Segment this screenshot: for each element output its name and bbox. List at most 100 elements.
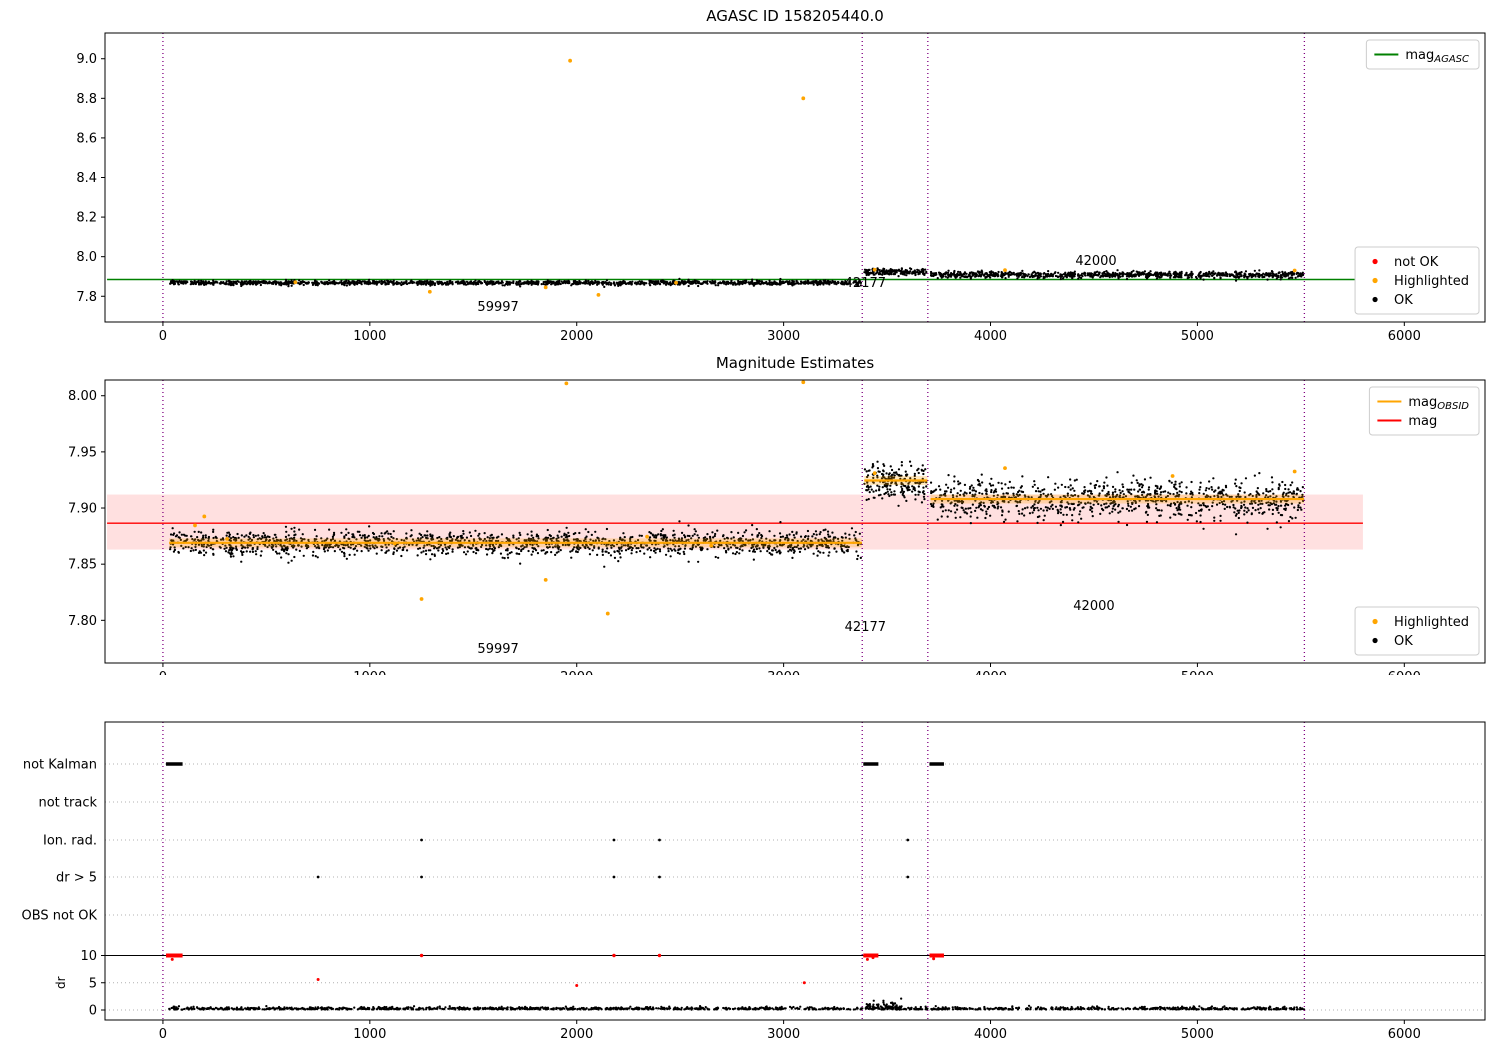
magnitude-estimates-plot: 0 1000 2000 3000 4000 5000 6000 7.80 7.85 7.90 7.9… bbox=[68, 354, 1486, 675]
x-tick-label: 1000 bbox=[353, 329, 386, 344]
flag-point-ion_rad bbox=[906, 838, 910, 842]
dr-tick-label: 0 bbox=[89, 1004, 97, 1019]
highlighted-point bbox=[202, 514, 207, 519]
dr-tick-label: 5 bbox=[89, 976, 97, 991]
legend-box bbox=[1354, 246, 1480, 315]
y-tick-label: 7.85 bbox=[68, 558, 97, 573]
x-tick-label: 5000 bbox=[1181, 1027, 1214, 1042]
flag-point-dr_gt_5 bbox=[420, 875, 423, 879]
legend-label: Highlighted bbox=[1394, 274, 1469, 289]
highlighted-point bbox=[872, 267, 877, 272]
x-tick-label: 6000 bbox=[1388, 329, 1421, 344]
flag-point-ion_rad bbox=[612, 838, 616, 842]
highlighted-point bbox=[709, 543, 714, 548]
highlighted-point bbox=[293, 280, 298, 285]
x-tick-label: 1000 bbox=[353, 1027, 386, 1042]
flag-point-dr_gt_5 bbox=[906, 875, 910, 879]
highlighted-point bbox=[392, 541, 397, 546]
y-tick-label: 9.0 bbox=[76, 52, 97, 67]
flag-row-label: not track bbox=[38, 796, 97, 811]
flag-point-dr_gt_5 bbox=[316, 875, 320, 879]
dr-clipped-point bbox=[612, 953, 616, 958]
x-tick-label: 3000 bbox=[767, 670, 800, 675]
legend-label: OK bbox=[1394, 293, 1413, 308]
flag-point-dr_gt_5 bbox=[658, 875, 661, 879]
y-tick-label: 8.0 bbox=[76, 250, 97, 265]
y-tick-label: 7.8 bbox=[76, 290, 97, 305]
obsid-annotation: 42177 bbox=[845, 620, 886, 635]
legend-ok-marker bbox=[1372, 637, 1378, 644]
x-tick-label: 4000 bbox=[974, 670, 1007, 675]
y-tick-label: 8.4 bbox=[76, 171, 97, 186]
ok-points-cluster bbox=[929, 471, 1305, 536]
obsid-annotation: 42000 bbox=[1075, 254, 1116, 269]
dr-not-ok-point bbox=[802, 981, 806, 985]
dr-not-ok-point bbox=[932, 957, 936, 961]
agasc-mag-plot: 0 1000 2000 3000 4000 5000 6000 7.8 8.0 8.2 8.4 8.6… bbox=[76, 7, 1486, 344]
x-tick-label: 6000 bbox=[1388, 1027, 1421, 1042]
x-tick-label: 1000 bbox=[353, 670, 386, 675]
dr-not-ok-point bbox=[316, 977, 320, 981]
legend-highlighted-marker bbox=[1372, 618, 1378, 625]
ok-points-cluster bbox=[929, 269, 1305, 282]
dr-not-ok-point bbox=[575, 983, 579, 987]
highlighted-point bbox=[1003, 466, 1007, 471]
dr-not-ok-point bbox=[865, 957, 869, 961]
highlighted-point bbox=[1170, 474, 1175, 478]
legend-box bbox=[1354, 606, 1480, 656]
x-tick-label: 0 bbox=[159, 1027, 167, 1042]
dr-tick-label: 10 bbox=[80, 949, 97, 964]
highlighted-point bbox=[801, 380, 806, 385]
legend-ok-marker bbox=[1372, 296, 1378, 303]
legend-label: magAGASC bbox=[1405, 48, 1469, 65]
x-tick-label: 5000 bbox=[1181, 329, 1214, 344]
flag-row-label: dr > 5 bbox=[56, 871, 97, 886]
y-tick-label: 7.90 bbox=[68, 502, 97, 517]
legend-box bbox=[1365, 39, 1480, 70]
highlighted-point bbox=[225, 537, 229, 541]
x-tick-label: 3000 bbox=[767, 1027, 800, 1042]
legend-label: Highlighted bbox=[1394, 615, 1469, 630]
obsid-annotation: 59997 bbox=[477, 300, 518, 315]
legend-highlighted-marker bbox=[1372, 277, 1378, 284]
dr-points-cluster bbox=[864, 997, 903, 1010]
y-tick-label: 8.8 bbox=[76, 92, 97, 107]
axes-frame bbox=[104, 721, 1486, 1021]
axes-frame bbox=[104, 32, 1486, 323]
y-tick-label: 7.80 bbox=[68, 614, 97, 629]
x-tick-label: 6000 bbox=[1388, 670, 1421, 675]
x-tick-label: 2000 bbox=[560, 670, 593, 675]
y-tick-label: 8.2 bbox=[76, 211, 97, 226]
highlighted-point bbox=[596, 292, 601, 297]
highlighted-point bbox=[543, 285, 548, 290]
dr-not-ok-point bbox=[871, 956, 875, 960]
flag-point-ion_rad bbox=[658, 838, 661, 842]
highlighted-point bbox=[193, 523, 197, 528]
x-tick-label: 0 bbox=[159, 329, 167, 344]
axes-frame bbox=[104, 379, 1486, 664]
highlighted-point bbox=[605, 611, 610, 616]
legend-label: mag bbox=[1408, 414, 1437, 429]
y-tick-label: 8.6 bbox=[76, 131, 97, 146]
y-tick-label: 7.95 bbox=[68, 445, 97, 460]
flags-dr-plot: 0 1000 2000 3000 4000 5000 6000 not Kalman not t… bbox=[22, 721, 1486, 1042]
x-tick-label: 3000 bbox=[767, 329, 800, 344]
highlighted-point bbox=[568, 58, 573, 63]
x-tick-label: 2000 bbox=[560, 1027, 593, 1042]
dr-clipped-point bbox=[419, 953, 424, 958]
flag-row-label: OBS not OK bbox=[22, 909, 98, 924]
obsid-annotation: 42177 bbox=[845, 276, 886, 291]
flag-row-label: not Kalman bbox=[23, 758, 97, 773]
flag-row-label: Ion. rad. bbox=[43, 834, 97, 849]
obsid-annotation: 42000 bbox=[1073, 599, 1114, 614]
highlighted-point bbox=[801, 96, 806, 101]
legend-label: magOBSID bbox=[1408, 395, 1469, 412]
obsid-annotation: 59997 bbox=[477, 642, 518, 657]
highlighted-point bbox=[564, 381, 569, 386]
plot-title: AGASC ID 158205440.0 bbox=[706, 7, 884, 25]
legend-label: OK bbox=[1394, 634, 1413, 649]
x-tick-label: 4000 bbox=[974, 329, 1007, 344]
x-tick-label: 4000 bbox=[974, 1027, 1007, 1042]
legend-label: not OK bbox=[1394, 255, 1439, 270]
